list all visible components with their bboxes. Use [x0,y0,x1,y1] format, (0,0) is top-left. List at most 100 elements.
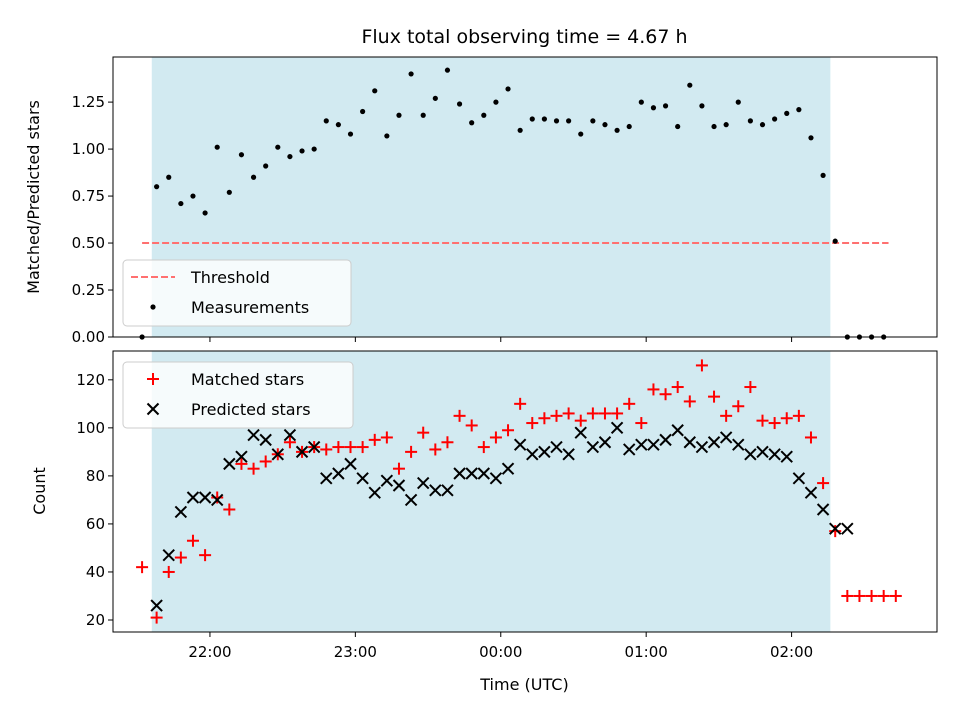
matched-star-point [344,441,357,454]
predicted-star-point [211,493,224,507]
predicted-star-point [526,448,539,461]
bottom-y-axis-label: Count [30,467,49,515]
matched-star-point [150,611,163,624]
measurement-point [275,144,281,150]
measurement-point [638,99,644,105]
top-y-tick-label: 0.00 [72,328,105,346]
measurement-point [699,103,705,109]
predicted-star-point [465,467,478,480]
matched-star-point [441,436,454,449]
matched-star-point [829,525,842,538]
measurement-point [420,112,426,118]
predicted-star-point [392,479,406,492]
predicted-star-point [695,440,709,454]
matched-star-point [332,441,345,454]
measurement-point [469,120,475,126]
matched-stars-series [136,359,902,624]
measurement-point [360,108,366,115]
top-legend-box [122,259,352,327]
matched-star-point [889,589,902,602]
legend-measurements-swatch [150,304,156,310]
matched-star-point [235,457,248,470]
legend-matched-swatch [147,373,159,385]
measurement-point [626,123,632,130]
legend-predicted-swatch [146,402,160,416]
predicted-stars-series [150,421,854,612]
matched-star-point [211,491,224,504]
measurement-point [820,172,826,178]
predicted-star-point [356,472,369,485]
bottom-panel: 20 40 60 80 100 120 22:00 23:00 00:00 01:00 02:00… [30,350,938,694]
matched-star-point [744,381,757,394]
matched-star-point [136,561,149,574]
matched-star-point [199,549,212,562]
top-panel: 0.00 0.25 0.50 0.75 1.00 1.25 Matched/Predict… [24,56,938,346]
predicted-star-point [659,433,672,447]
measurement-point [481,112,487,118]
bottom-y-tick-label: 40 [86,563,105,581]
x-tick-label: 00:00 [479,643,522,661]
predicted-star-point [429,484,442,497]
matched-star-point [623,397,636,410]
matched-star-point [259,455,272,468]
measurement-point [590,118,596,124]
bottom-y-tick-label: 60 [86,515,105,533]
matched-star-point [368,433,381,446]
bottom-y-tick-label: 120 [76,371,105,389]
predicted-star-point [441,484,454,497]
matched-star-point [429,443,442,456]
predicted-star-point [283,428,297,442]
measurement-point [432,95,438,101]
matched-star-point [174,551,187,564]
measurement-point [662,103,669,109]
predicted-star-point [344,457,357,471]
measurement-point [154,184,160,190]
predicted-star-point [477,467,491,480]
x-tick-label: 22:00 [188,643,231,661]
predicted-star-point [756,445,769,459]
predicted-star-point [198,491,212,504]
measurement-point [650,105,657,111]
matched-star-point [405,445,418,458]
measurement-point [178,200,184,207]
matched-star-point [877,589,890,602]
measurement-point [384,133,390,139]
matched-star-point [671,381,684,394]
chart-title: Flux total observing time = 4.67 h [361,26,687,48]
matched-star-point [586,407,599,420]
matched-star-point [489,431,502,444]
predicted-star-point [804,486,818,499]
matched-star-point [853,589,866,602]
legend-measurements-label: Measurements [191,298,309,317]
predicted-star-point [635,438,648,451]
predicted-star-point [368,486,381,499]
measurement-point [166,174,172,180]
top-y-tick-label: 0.25 [72,281,105,299]
measurement-point [735,99,741,105]
measurement-point [493,99,499,105]
measurement-point [287,153,293,160]
bottom-legend-box [122,361,354,429]
matched-star-point [550,409,563,422]
predicted-star-point [453,467,466,480]
measurement-point [444,67,451,73]
measurement-point [602,122,608,128]
measurement-point [675,123,681,130]
measurement-point [759,122,766,128]
top-legend: Threshold Measurements [122,259,352,327]
x-axis-label: Time (UTC) [479,675,568,694]
measurement-point [226,189,232,195]
matched-star-point [768,417,781,430]
measurement-point [541,116,547,122]
predicted-star-point [271,448,285,461]
matched-star-point [720,409,733,422]
measurement-point [529,116,535,122]
measurement-point [566,118,572,124]
measurement-point [456,101,463,107]
top-y-axis-label: Matched/Predicted stars [24,100,43,294]
measurements-series [139,67,887,340]
measurement-point [323,118,329,124]
measurement-point [311,146,317,152]
predicted-star-point [792,472,806,485]
measurement-point [796,107,802,113]
